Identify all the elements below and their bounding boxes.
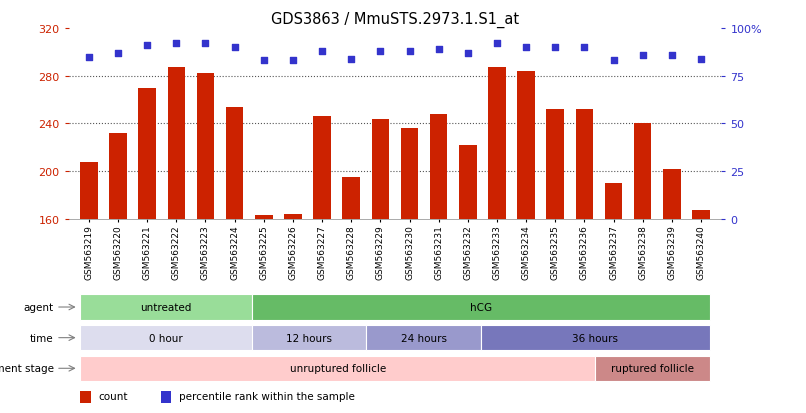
- Bar: [139, 88, 156, 219]
- Text: ruptured follicle: ruptured follicle: [611, 363, 694, 373]
- Point: [257, 58, 270, 64]
- Bar: [596, 356, 710, 381]
- Text: hCG: hCG: [470, 302, 492, 312]
- Point: [491, 41, 504, 47]
- Bar: [255, 216, 272, 219]
- Bar: [343, 178, 360, 219]
- Bar: [285, 214, 301, 219]
- Bar: [80, 325, 251, 350]
- Text: untreated: untreated: [140, 302, 192, 312]
- Point: [403, 48, 416, 55]
- Point: [228, 45, 241, 51]
- Text: percentile rank within the sample: percentile rank within the sample: [179, 392, 355, 401]
- Bar: [372, 119, 389, 219]
- Text: 24 hours: 24 hours: [401, 333, 447, 343]
- Point: [199, 41, 212, 47]
- Bar: [80, 295, 251, 320]
- Bar: [110, 134, 127, 219]
- Point: [170, 41, 183, 47]
- Point: [549, 45, 562, 51]
- Point: [345, 56, 358, 63]
- Bar: [430, 114, 447, 219]
- Title: GDS3863 / MmuSTS.2973.1.S1_at: GDS3863 / MmuSTS.2973.1.S1_at: [271, 12, 519, 28]
- Bar: [459, 145, 476, 219]
- Bar: [168, 68, 185, 219]
- Point: [666, 52, 679, 59]
- Bar: [663, 169, 680, 219]
- Bar: [251, 295, 710, 320]
- Text: 12 hours: 12 hours: [286, 333, 332, 343]
- Text: 36 hours: 36 hours: [572, 333, 618, 343]
- Bar: [251, 325, 366, 350]
- Bar: [575, 110, 593, 219]
- Point: [374, 48, 387, 55]
- Text: time: time: [30, 333, 53, 343]
- Bar: [314, 117, 330, 219]
- Bar: [197, 74, 214, 219]
- Bar: [634, 124, 651, 219]
- Point: [636, 52, 649, 59]
- Text: 0 hour: 0 hour: [149, 333, 183, 343]
- Bar: [366, 325, 481, 350]
- Point: [461, 50, 474, 57]
- Point: [316, 48, 329, 55]
- Bar: [692, 211, 710, 219]
- Bar: [226, 107, 243, 219]
- Bar: [80, 392, 90, 403]
- Point: [695, 56, 708, 63]
- Bar: [80, 356, 596, 381]
- Text: agent: agent: [23, 302, 53, 312]
- Point: [111, 50, 124, 57]
- Bar: [481, 325, 710, 350]
- Point: [520, 45, 533, 51]
- Bar: [517, 72, 535, 219]
- Point: [141, 43, 154, 49]
- Text: count: count: [98, 392, 128, 401]
- Point: [607, 58, 620, 64]
- Text: unruptured follicle: unruptured follicle: [289, 363, 386, 373]
- Point: [432, 47, 445, 53]
- Point: [82, 54, 95, 61]
- Bar: [604, 184, 622, 219]
- Bar: [80, 162, 98, 219]
- Bar: [160, 392, 171, 403]
- Bar: [488, 68, 505, 219]
- Bar: [546, 110, 564, 219]
- Point: [286, 58, 299, 64]
- Text: development stage: development stage: [0, 363, 53, 373]
- Point: [578, 45, 591, 51]
- Bar: [401, 129, 418, 219]
